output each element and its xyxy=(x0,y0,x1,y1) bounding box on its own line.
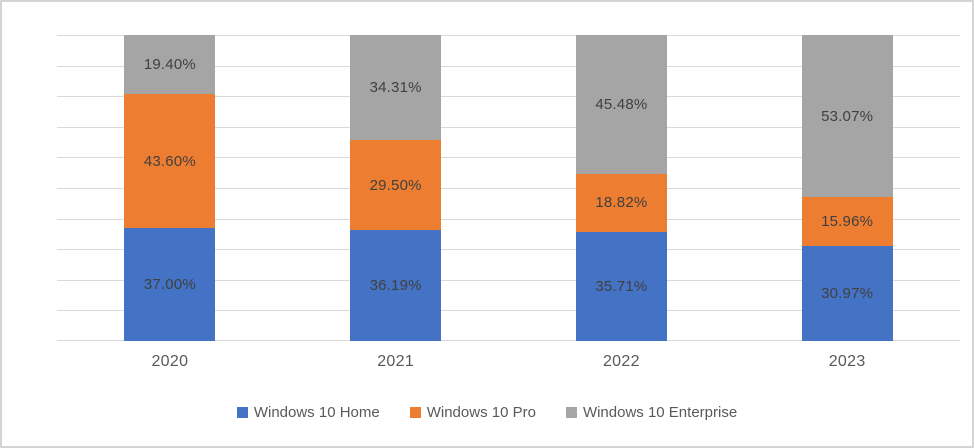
data-label: 19.40% xyxy=(143,56,196,74)
legend-swatch-icon xyxy=(236,407,248,418)
legend-label: Windows 10 Enterprise xyxy=(582,404,738,421)
bar-segment-windows-10-enterprise: 19.40% xyxy=(124,35,216,95)
x-axis-label: 2023 xyxy=(828,353,866,370)
data-label: 53.07% xyxy=(821,107,874,125)
bar-segment-windows-10-pro: 43.60% xyxy=(124,94,216,228)
legend-label: Windows 10 Pro xyxy=(426,404,536,421)
x-axis-labels: 2020 2021 2022 2023 xyxy=(57,353,960,371)
bar-segment-windows-10-pro: 15.96% xyxy=(801,197,893,247)
gridline xyxy=(57,188,960,189)
x-axis-label: 2021 xyxy=(377,353,415,370)
legend-label: Windows 10 Home xyxy=(253,404,380,421)
bar-segment-windows-10-enterprise: 45.48% xyxy=(575,35,667,175)
data-label: 29.50% xyxy=(369,176,422,194)
legend: Windows 10 Home Windows 10 Pro Windows 10 … xyxy=(2,404,972,421)
gridline xyxy=(57,279,960,281)
bar-segment-windows-10-pro: 29.50% xyxy=(350,140,442,231)
data-label: 30.97% xyxy=(821,285,874,303)
gridline xyxy=(57,96,960,98)
data-label: 45.48% xyxy=(595,96,648,114)
x-axis-label: 2022 xyxy=(602,353,640,370)
gridline xyxy=(57,35,960,36)
bar-segment-windows-10-enterprise: 34.31% xyxy=(350,35,442,140)
gridline xyxy=(57,218,960,220)
data-label: 15.96% xyxy=(821,213,874,231)
data-label: 18.82% xyxy=(595,194,648,212)
x-axis-label: 2020 xyxy=(151,353,189,370)
bar-segment-windows-10-enterprise: 53.07% xyxy=(801,35,893,198)
bar-segment-windows-10-home: 30.97% xyxy=(801,246,893,341)
gridline xyxy=(57,157,960,159)
data-label: 43.60% xyxy=(143,152,196,170)
bar-column-2022: 35.71% 18.82% 45.48% xyxy=(509,35,735,341)
gridline xyxy=(57,126,960,128)
legend-item-windows-10-enterprise: Windows 10 Enterprise xyxy=(565,404,738,421)
data-label: 37.00% xyxy=(143,275,196,293)
gridline xyxy=(57,340,960,341)
legend-swatch-icon xyxy=(565,407,577,418)
bar-segment-windows-10-home: 35.71% xyxy=(575,231,667,341)
gridline xyxy=(57,310,960,312)
legend-item-windows-10-home: Windows 10 Home xyxy=(236,404,380,421)
bar-segment-windows-10-home: 36.19% xyxy=(350,230,442,341)
bar-segment-windows-10-home: 37.00% xyxy=(124,227,216,341)
data-label: 35.71% xyxy=(595,277,648,295)
bar-column-2020: 37.00% 43.60% 19.40% xyxy=(57,35,283,341)
data-label: 34.31% xyxy=(369,79,422,96)
bar-column-2021: 36.19% 29.50% 34.31% xyxy=(283,35,509,341)
legend-item-windows-10-pro: Windows 10 Pro xyxy=(409,404,536,421)
bar-segment-windows-10-pro: 18.82% xyxy=(575,174,667,232)
bar-column-2023: 30.97% 15.96% 53.07% xyxy=(734,35,960,341)
data-label: 36.19% xyxy=(369,277,422,295)
legend-swatch-icon xyxy=(409,407,421,418)
plot-area: 37.00% 43.60% 19.40% 36.19% 29.50% 34.31% 35.7… xyxy=(57,35,960,341)
bars-container: 37.00% 43.60% 19.40% 36.19% 29.50% 34.31% 35.7… xyxy=(57,35,960,341)
gridline xyxy=(57,65,960,67)
gridline xyxy=(57,249,960,251)
